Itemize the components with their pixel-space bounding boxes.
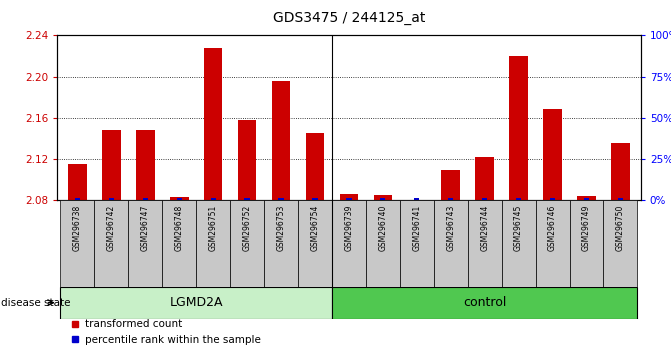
Text: GSM296752: GSM296752 — [243, 204, 252, 251]
Bar — [298, 200, 332, 287]
Bar — [162, 200, 196, 287]
Bar — [60, 200, 95, 287]
Bar — [136, 130, 154, 200]
Bar — [102, 130, 121, 200]
Bar — [448, 198, 454, 200]
Bar — [366, 200, 400, 287]
Text: GSM296751: GSM296751 — [209, 204, 217, 251]
Bar — [128, 200, 162, 287]
Text: disease state: disease state — [1, 298, 71, 308]
Bar — [400, 200, 433, 287]
Bar — [516, 198, 521, 200]
Text: GSM296738: GSM296738 — [73, 204, 82, 251]
Bar — [332, 287, 637, 319]
Text: GSM296741: GSM296741 — [412, 204, 421, 251]
Bar — [264, 200, 298, 287]
Text: GSM296748: GSM296748 — [174, 204, 184, 251]
Bar — [74, 198, 80, 200]
Bar — [211, 198, 216, 200]
Legend: transformed count, percentile rank within the sample: transformed count, percentile rank withi… — [66, 315, 266, 349]
Text: GSM296744: GSM296744 — [480, 204, 489, 251]
Bar — [238, 120, 256, 200]
Bar — [577, 196, 596, 200]
Bar — [272, 81, 291, 200]
Bar — [170, 197, 189, 200]
Bar — [313, 198, 317, 200]
Text: GSM296753: GSM296753 — [276, 204, 286, 251]
Bar — [502, 200, 535, 287]
Bar — [340, 194, 358, 200]
Text: GDS3475 / 244125_at: GDS3475 / 244125_at — [272, 11, 425, 25]
Bar — [374, 195, 392, 200]
Bar — [584, 198, 589, 200]
Bar — [468, 200, 502, 287]
Bar — [535, 200, 570, 287]
Text: GSM296745: GSM296745 — [514, 204, 523, 251]
Bar — [109, 198, 114, 200]
Bar — [346, 198, 352, 200]
Bar — [143, 198, 148, 200]
Bar — [618, 198, 623, 200]
Text: GSM296754: GSM296754 — [311, 204, 319, 251]
Text: GSM296743: GSM296743 — [446, 204, 455, 251]
Bar — [60, 287, 332, 319]
Bar — [306, 133, 324, 200]
Text: GSM296746: GSM296746 — [548, 204, 557, 251]
Bar — [550, 198, 555, 200]
Bar — [278, 198, 284, 200]
Bar — [196, 200, 230, 287]
Bar — [482, 198, 487, 200]
Bar — [603, 200, 637, 287]
Text: GSM296742: GSM296742 — [107, 204, 116, 251]
Bar — [414, 198, 419, 200]
Bar — [442, 170, 460, 200]
Text: LGMD2A: LGMD2A — [170, 296, 223, 309]
Text: GSM296750: GSM296750 — [616, 204, 625, 251]
Bar — [204, 48, 223, 200]
Bar — [380, 198, 385, 200]
Text: GSM296740: GSM296740 — [378, 204, 387, 251]
Bar — [433, 200, 468, 287]
Bar — [475, 157, 494, 200]
Text: GSM296747: GSM296747 — [141, 204, 150, 251]
Bar — [544, 109, 562, 200]
Text: control: control — [463, 296, 507, 309]
Bar — [570, 200, 603, 287]
Bar — [68, 164, 87, 200]
Text: GSM296749: GSM296749 — [582, 204, 591, 251]
Bar — [244, 198, 250, 200]
Bar — [95, 200, 128, 287]
Bar — [176, 198, 182, 200]
Bar — [611, 143, 630, 200]
Bar — [509, 56, 528, 200]
Text: GSM296739: GSM296739 — [344, 204, 354, 251]
Bar — [230, 200, 264, 287]
Bar — [332, 200, 366, 287]
